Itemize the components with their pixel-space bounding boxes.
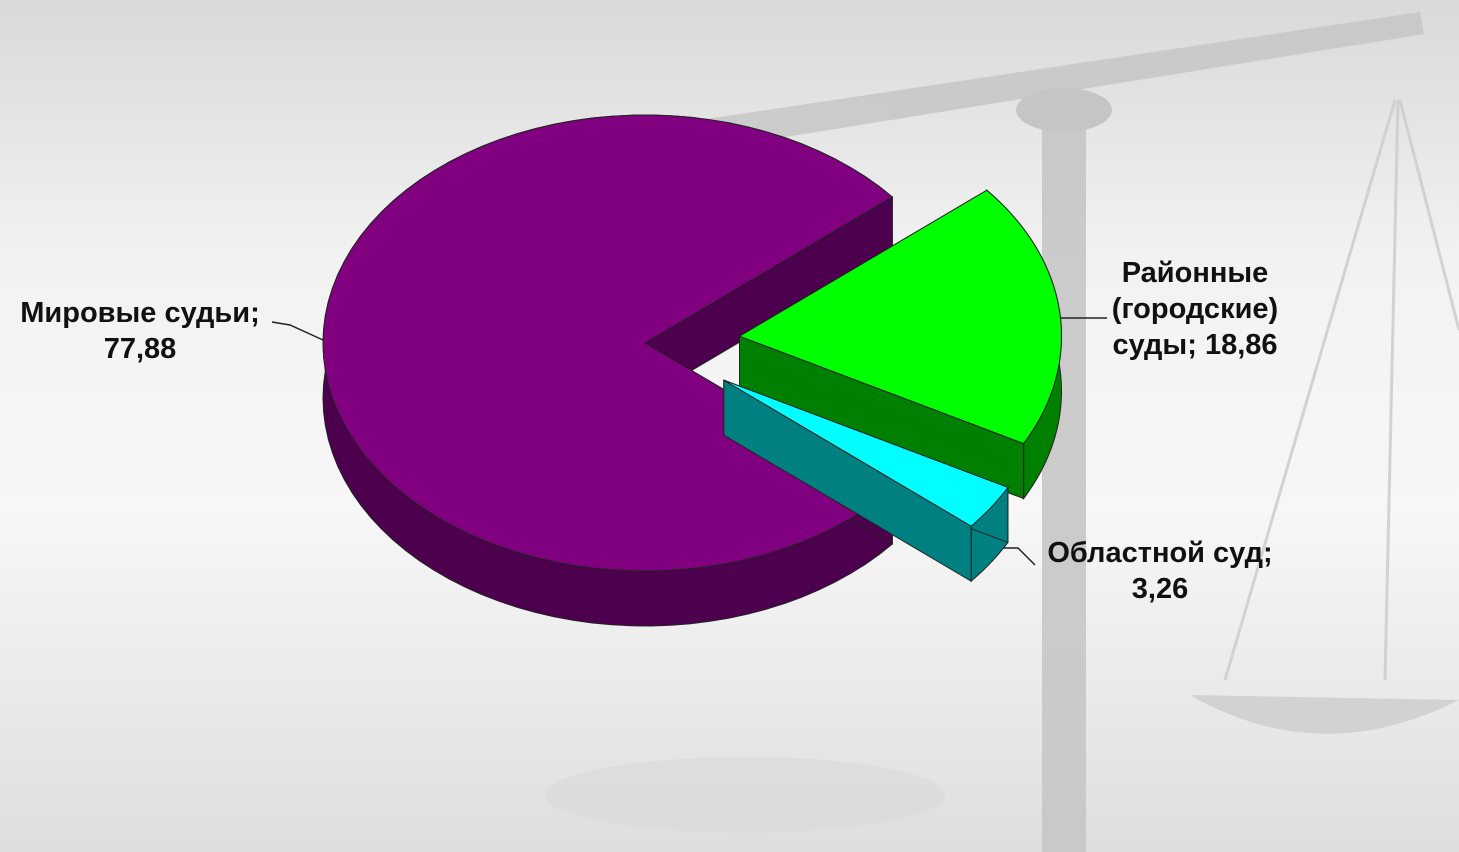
background-scales [545, 12, 1459, 852]
slice [738, 189, 1063, 445]
data-label: Областной суд; 3,26 [1030, 535, 1290, 607]
value-label: 3,26 [1131, 573, 1189, 605]
slice [322, 114, 894, 572]
separator: ; [250, 297, 260, 329]
slice [723, 379, 1009, 527]
data-label: Мировые судьи; 77,88 [5, 295, 275, 367]
data-label: Районные (городские) суды; 18,86 [1100, 255, 1290, 363]
separator: ; [1187, 329, 1197, 361]
pie [322, 114, 1063, 627]
category-label: Областной суд [1047, 537, 1263, 569]
value-label: 77,88 [103, 333, 177, 365]
category-label: Районные (городские) суды [1111, 257, 1279, 361]
value-label: 18,86 [1204, 329, 1278, 361]
separator: ; [1263, 537, 1273, 569]
category-label: Мировые судьи [20, 297, 251, 329]
